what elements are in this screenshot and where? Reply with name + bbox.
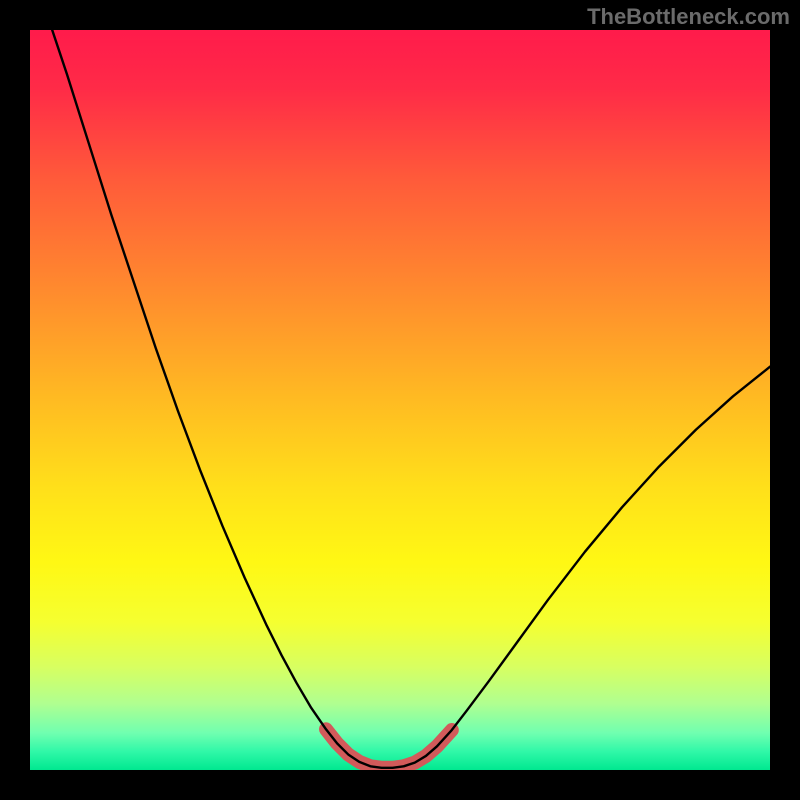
chart-svg — [0, 0, 800, 800]
frame-left — [0, 0, 30, 800]
bottleneck-chart: TheBottleneck.com — [0, 0, 800, 800]
watermark-text: TheBottleneck.com — [587, 4, 790, 30]
gradient-background — [30, 30, 770, 770]
frame-right — [770, 0, 800, 800]
frame-bottom — [0, 770, 800, 800]
